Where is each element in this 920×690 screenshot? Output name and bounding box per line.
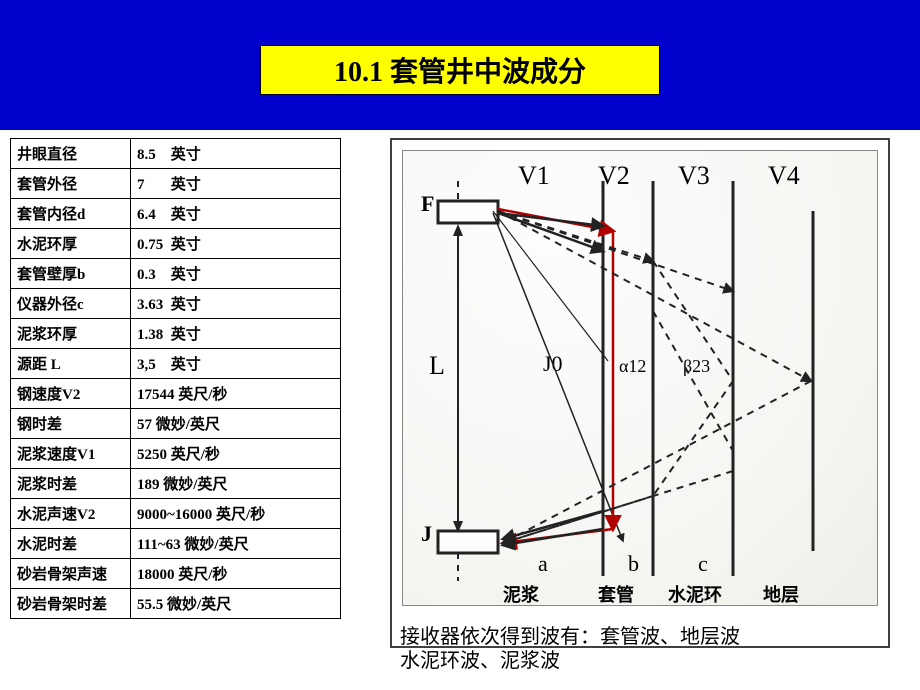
param-value: 55.5 微妙/英尺 [131, 589, 341, 619]
table-row: 泥浆时差189 微妙/英尺 [11, 469, 341, 499]
param-value: 17544 英尺/秒 [131, 379, 341, 409]
param-name: 钢速度V2 [11, 379, 131, 409]
caption: 接收器依次得到波有：套管波、地层波 水泥环波、泥浆波 [400, 625, 880, 673]
table-row: 水泥环厚0.75 英寸 [11, 229, 341, 259]
table-row: 钢速度V217544 英尺/秒 [11, 379, 341, 409]
caption-line-1: 接收器依次得到波有：套管波、地层波 [400, 625, 880, 649]
table-row: 井眼直径8.5 英寸 [11, 139, 341, 169]
param-name: 泥浆时差 [11, 469, 131, 499]
param-name: 钢时差 [11, 409, 131, 439]
slide-title: 10.1 套管井中波成分 [334, 50, 586, 90]
table-row: 砂岩骨架声速18000 英尺/秒 [11, 559, 341, 589]
param-value: 8.5 英寸 [131, 139, 341, 169]
param-value: 0.3 英寸 [131, 259, 341, 289]
table-row: 源距 L3,5 英寸 [11, 349, 341, 379]
param-value: 3.63 英寸 [131, 289, 341, 319]
param-name: 仪器外径c [11, 289, 131, 319]
param-value: 5250 英尺/秒 [131, 439, 341, 469]
param-value: 18000 英尺/秒 [131, 559, 341, 589]
param-value: 0.75 英寸 [131, 229, 341, 259]
param-value: 3,5 英寸 [131, 349, 341, 379]
param-name: 套管壁厚b [11, 259, 131, 289]
param-name: 源距 L [11, 349, 131, 379]
table-row: 泥浆速度V15250 英尺/秒 [11, 439, 341, 469]
slide-title-box: 10.1 套管井中波成分 [260, 45, 660, 95]
caption-line-2: 水泥环波、泥浆波 [400, 649, 880, 673]
content-panel: 井眼直径8.5 英寸套管外径7 英寸套管内径d6.4 英寸水泥环厚0.75 英寸… [0, 130, 920, 690]
table-row: 水泥声速V29000~16000 英尺/秒 [11, 499, 341, 529]
param-value: 7 英寸 [131, 169, 341, 199]
table-row: 套管内径d6.4 英寸 [11, 199, 341, 229]
param-value: 6.4 英寸 [131, 199, 341, 229]
param-name: 套管外径 [11, 169, 131, 199]
table-row: 套管外径7 英寸 [11, 169, 341, 199]
param-value: 9000~16000 英尺/秒 [131, 499, 341, 529]
parameters-table: 井眼直径8.5 英寸套管外径7 英寸套管内径d6.4 英寸水泥环厚0.75 英寸… [10, 138, 341, 619]
wave-diagram-frame: V1 V2 V3 V4 F J L J0 α12 β23 a b c 泥浆 套管… [390, 138, 890, 648]
param-name: 水泥环厚 [11, 229, 131, 259]
diagram-svg [403, 151, 881, 609]
param-name: 套管内径d [11, 199, 131, 229]
param-name: 泥浆环厚 [11, 319, 131, 349]
param-value: 57 微妙/英尺 [131, 409, 341, 439]
param-value: 111~63 微妙/英尺 [131, 529, 341, 559]
table-row: 仪器外径c3.63 英寸 [11, 289, 341, 319]
table-row: 钢时差57 微妙/英尺 [11, 409, 341, 439]
param-value: 1.38 英寸 [131, 319, 341, 349]
parameters-tbody: 井眼直径8.5 英寸套管外径7 英寸套管内径d6.4 英寸水泥环厚0.75 英寸… [11, 139, 341, 619]
wave-diagram-bg: V1 V2 V3 V4 F J L J0 α12 β23 a b c 泥浆 套管… [402, 150, 878, 606]
param-name: 砂岩骨架声速 [11, 559, 131, 589]
table-row: 砂岩骨架时差55.5 微妙/英尺 [11, 589, 341, 619]
param-value: 189 微妙/英尺 [131, 469, 341, 499]
param-name: 砂岩骨架时差 [11, 589, 131, 619]
param-name: 井眼直径 [11, 139, 131, 169]
table-row: 套管壁厚b0.3 英寸 [11, 259, 341, 289]
table-row: 泥浆环厚1.38 英寸 [11, 319, 341, 349]
param-name: 泥浆速度V1 [11, 439, 131, 469]
param-name: 水泥声速V2 [11, 499, 131, 529]
param-name: 水泥时差 [11, 529, 131, 559]
table-row: 水泥时差111~63 微妙/英尺 [11, 529, 341, 559]
